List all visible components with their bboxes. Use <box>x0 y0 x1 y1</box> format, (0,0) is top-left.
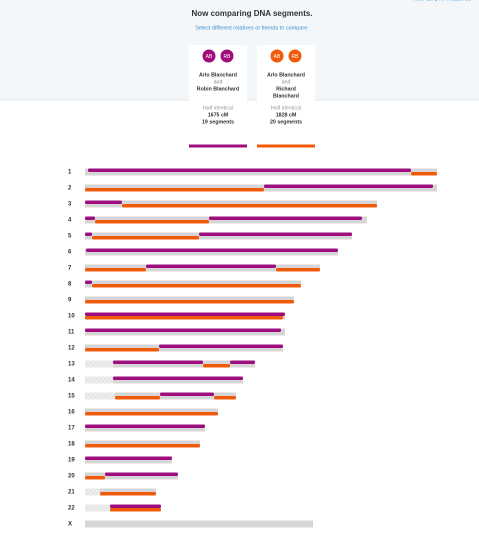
shared-segment <box>95 220 209 224</box>
shared-segment <box>88 168 411 172</box>
avatar <box>220 49 234 63</box>
avatar <box>202 49 216 63</box>
title: Now comparing DNA segments. <box>191 9 312 18</box>
card-name: Arlo Blanchard <box>267 72 305 78</box>
avatar-initials: RB <box>224 54 232 60</box>
unassayed-region <box>85 360 113 368</box>
shared-segment <box>85 312 285 316</box>
subtitle-link[interactable]: Select different relatives or friends to… <box>195 25 309 31</box>
unassayed-region <box>85 504 110 512</box>
shared-segment <box>92 236 199 240</box>
shared-segment <box>85 456 172 460</box>
shared-segment <box>85 444 200 448</box>
relation: Half identical <box>271 105 301 111</box>
shared-segment <box>214 396 236 400</box>
avatar <box>270 49 284 63</box>
card-name: Robin Blanchard <box>197 86 239 92</box>
shared-segment <box>199 232 352 236</box>
shared-segment <box>92 284 301 288</box>
shared-segment <box>85 188 264 192</box>
shared-segment <box>411 172 437 176</box>
shared-segment <box>85 316 283 320</box>
shared-segment <box>85 232 92 236</box>
chromosome-label: 17 <box>68 426 75 432</box>
legend-swatch <box>189 144 247 148</box>
shared-segment <box>113 376 243 380</box>
chromosome-label: 6 <box>68 250 72 256</box>
legend-swatch <box>257 144 315 148</box>
shared-segment <box>85 200 122 204</box>
shared-cm: 1828 cM <box>276 112 297 118</box>
unassayed-region <box>85 376 113 384</box>
card-name: Richard <box>276 86 296 92</box>
chromosome-label: 9 <box>68 298 72 304</box>
chromosome-label: 22 <box>68 506 75 512</box>
card-name: Arlo Blanchard <box>199 72 237 78</box>
segment-count: 20 segments <box>270 119 302 125</box>
chromosome-label: 20 <box>68 474 75 480</box>
shared-segment <box>203 364 230 368</box>
avatar-initials: AB <box>274 54 281 60</box>
shared-segment <box>110 504 161 508</box>
shared-segment <box>85 328 281 332</box>
relation: Half identical <box>203 105 233 111</box>
chromosome-label: 1 <box>68 170 72 176</box>
avatar <box>288 49 302 63</box>
shared-segment <box>85 348 159 352</box>
unassayed-region <box>85 488 100 496</box>
shared-segment <box>100 492 156 496</box>
shared-segment <box>85 476 105 480</box>
chromosome-label: 13 <box>68 362 75 368</box>
shared-segment <box>110 508 161 512</box>
shared-segment <box>146 264 276 268</box>
shared-segment <box>115 396 160 400</box>
shared-segment <box>230 360 255 364</box>
chromosome-label: 11 <box>68 330 75 336</box>
chromosome-label: 5 <box>68 234 72 240</box>
shared-segment <box>85 412 218 416</box>
chromosome-label: X <box>68 522 72 528</box>
chromosome-label: 4 <box>68 218 72 224</box>
card-name: and <box>214 79 223 85</box>
chromosome-label: 7 <box>68 266 72 272</box>
shared-segment <box>160 392 214 396</box>
shared-segment <box>159 344 283 348</box>
shared-segment <box>264 184 433 188</box>
chromosome-label: 8 <box>68 282 72 288</box>
shared-segment <box>85 268 146 272</box>
shared-segment <box>113 360 203 364</box>
chromosome-label: 18 <box>68 442 75 448</box>
shared-segment <box>122 204 377 208</box>
card-name: Blanchard <box>273 93 299 99</box>
unassayed-region <box>85 392 115 400</box>
card <box>257 45 315 101</box>
shared-segment <box>105 472 178 476</box>
avatar-initials: AB <box>206 54 213 60</box>
avatar-initials: RB <box>292 54 300 60</box>
card <box>189 45 247 101</box>
chromosome-label: 21 <box>68 490 75 496</box>
shared-segment <box>209 216 362 220</box>
shared-segment <box>276 268 320 272</box>
shared-segment <box>85 300 294 304</box>
shared-segment <box>85 424 205 428</box>
shared-cm: 1675 cM <box>208 112 229 118</box>
chromosome-label: 16 <box>68 410 75 416</box>
shared-segment <box>86 248 338 252</box>
shared-segment <box>85 280 92 284</box>
chromosome-label: 19 <box>68 458 75 464</box>
top-link[interactable]: View all DNA matches <box>412 0 471 3</box>
shared-segment <box>85 216 95 220</box>
chromosome-label: 14 <box>68 378 75 384</box>
chromosome-label: 2 <box>68 186 72 192</box>
chromosome-label: 12 <box>68 346 75 352</box>
card-name: and <box>282 79 291 85</box>
chromosome-label: 10 <box>68 314 75 320</box>
chromosome-label: 3 <box>68 202 72 208</box>
chromosome-label: 15 <box>68 394 75 400</box>
chromosome-bar <box>85 392 236 400</box>
segment-count: 19 segments <box>202 119 234 125</box>
chromosome-bar <box>85 520 313 528</box>
